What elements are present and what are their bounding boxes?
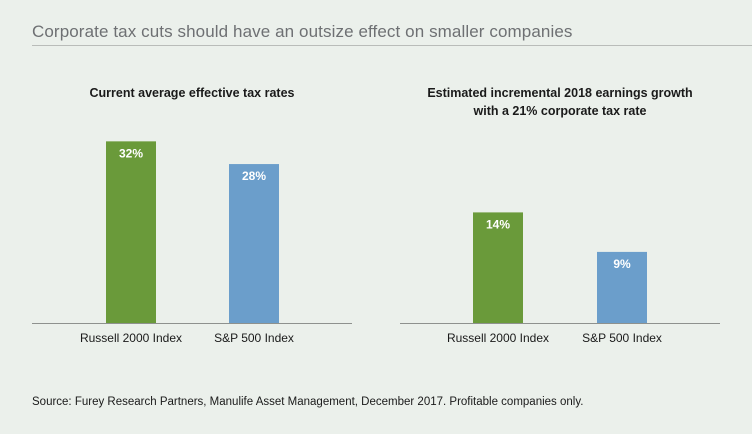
chart-title: Current average effective tax rates: [32, 84, 352, 102]
bar: [229, 164, 279, 323]
bar-value-label: 28%: [242, 169, 266, 183]
bar: [106, 141, 156, 323]
bar: [597, 251, 647, 323]
bar-value-label: 9%: [613, 257, 631, 271]
chart-tax-rates: Current average effective tax rates 32% R…: [32, 80, 352, 360]
bar-value-label: 14%: [486, 217, 510, 231]
chart-title-line2: with a 21% corporate tax rate: [473, 104, 647, 118]
page-title: Corporate tax cuts should have an outsiz…: [32, 22, 573, 41]
chart-plot-area: 14% Russell 2000 Index 9% S&P 500 Index: [400, 212, 720, 345]
x-tick-label: S&P 500 Index: [582, 331, 662, 345]
chart-title: Estimated incremental 2018 earnings grow…: [400, 84, 720, 120]
bar: [473, 212, 523, 323]
chart-plot-area: 32% Russell 2000 Index 28% S&P 500 Index: [32, 141, 352, 345]
x-tick-label: Russell 2000 Index: [447, 331, 549, 345]
x-tick-label: S&P 500 Index: [214, 331, 294, 345]
title-divider: [32, 45, 752, 46]
source-note: Source: Furey Research Partners, Manulif…: [32, 396, 584, 408]
chart-earnings-growth: Estimated incremental 2018 earnings grow…: [400, 80, 720, 360]
chart-title-line1: Current average effective tax rates: [89, 86, 295, 100]
chart-title-line1: Estimated incremental 2018 earnings grow…: [427, 86, 693, 100]
x-tick-label: Russell 2000 Index: [80, 331, 182, 345]
bar-value-label: 32%: [119, 146, 143, 160]
